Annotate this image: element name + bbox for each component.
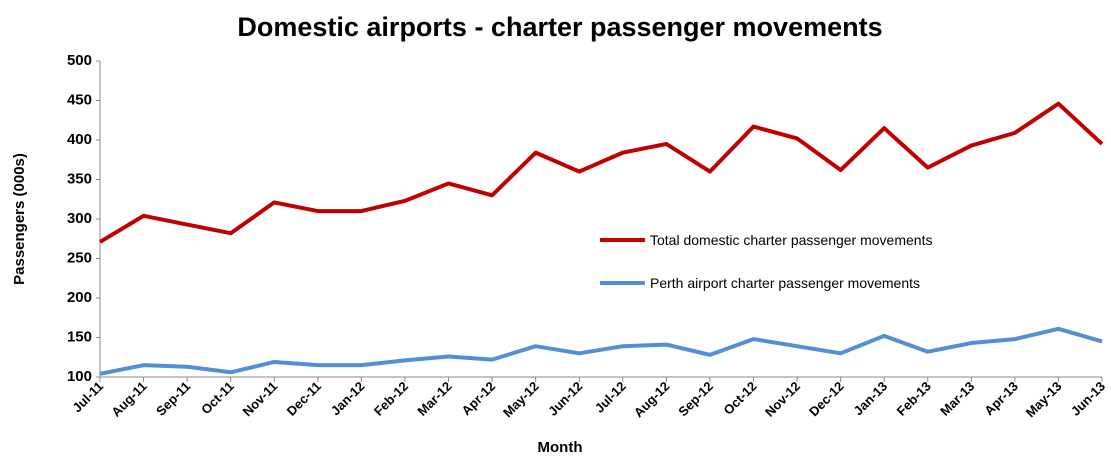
legend-label: Perth airport charter passenger movement… (650, 275, 920, 291)
x-tick-label: May-13 (1023, 379, 1065, 421)
x-tick-label: Jan-13 (851, 379, 891, 419)
x-tick-label: Aug-11 (108, 379, 149, 420)
x-axis-label: Month (538, 439, 583, 456)
y-tick-label: 200 (67, 289, 92, 306)
x-tick-label: Oct-11 (198, 379, 237, 418)
y-tick-label: 450 (67, 91, 92, 108)
x-tick-label: Jun-12 (545, 379, 585, 419)
x-tick-label: May-12 (500, 379, 542, 421)
y-tick-label: 500 (67, 52, 92, 69)
x-tick-label: Aug-12 (631, 379, 673, 421)
x-tick-label: Apr-12 (458, 379, 498, 419)
y-tick-label: 100 (67, 368, 92, 385)
line-series (99, 326, 1103, 376)
x-tick-label: Nov-11 (240, 379, 281, 420)
x-tick-label: Oct-12 (720, 379, 759, 418)
x-tick-label: Dec-12 (806, 379, 847, 420)
x-tick-label: Jan-12 (328, 379, 368, 419)
x-tick-label: Dec-11 (284, 379, 324, 419)
x-tick-label: Sep-11 (153, 379, 193, 419)
x-tick-label: Mar-13 (937, 379, 977, 419)
x-tick-label: Apr-13 (981, 379, 1021, 419)
x-tick-label: Feb-12 (371, 379, 411, 419)
y-tick-label: 400 (67, 131, 92, 148)
line-series (98, 101, 1104, 244)
x-tick-label: Jul-12 (592, 379, 629, 416)
x-tick-label: Sep-12 (675, 379, 716, 420)
chart-title: Domestic airports - charter passenger mo… (237, 12, 882, 42)
y-tick-label: 300 (67, 210, 92, 227)
legend-label: Total domestic charter passenger movemen… (650, 232, 932, 248)
y-tick-label: 150 (67, 328, 92, 345)
x-tick-label: Nov-12 (762, 379, 803, 420)
y-tick-label: 250 (67, 249, 92, 266)
y-tick-label: 350 (67, 170, 92, 187)
x-tick-label: Jun-13 (1068, 379, 1108, 419)
x-tick-label: Feb-13 (894, 379, 934, 419)
y-axis-label: Passengers (000s) (11, 153, 28, 285)
x-tick-label: Mar-12 (414, 379, 454, 419)
